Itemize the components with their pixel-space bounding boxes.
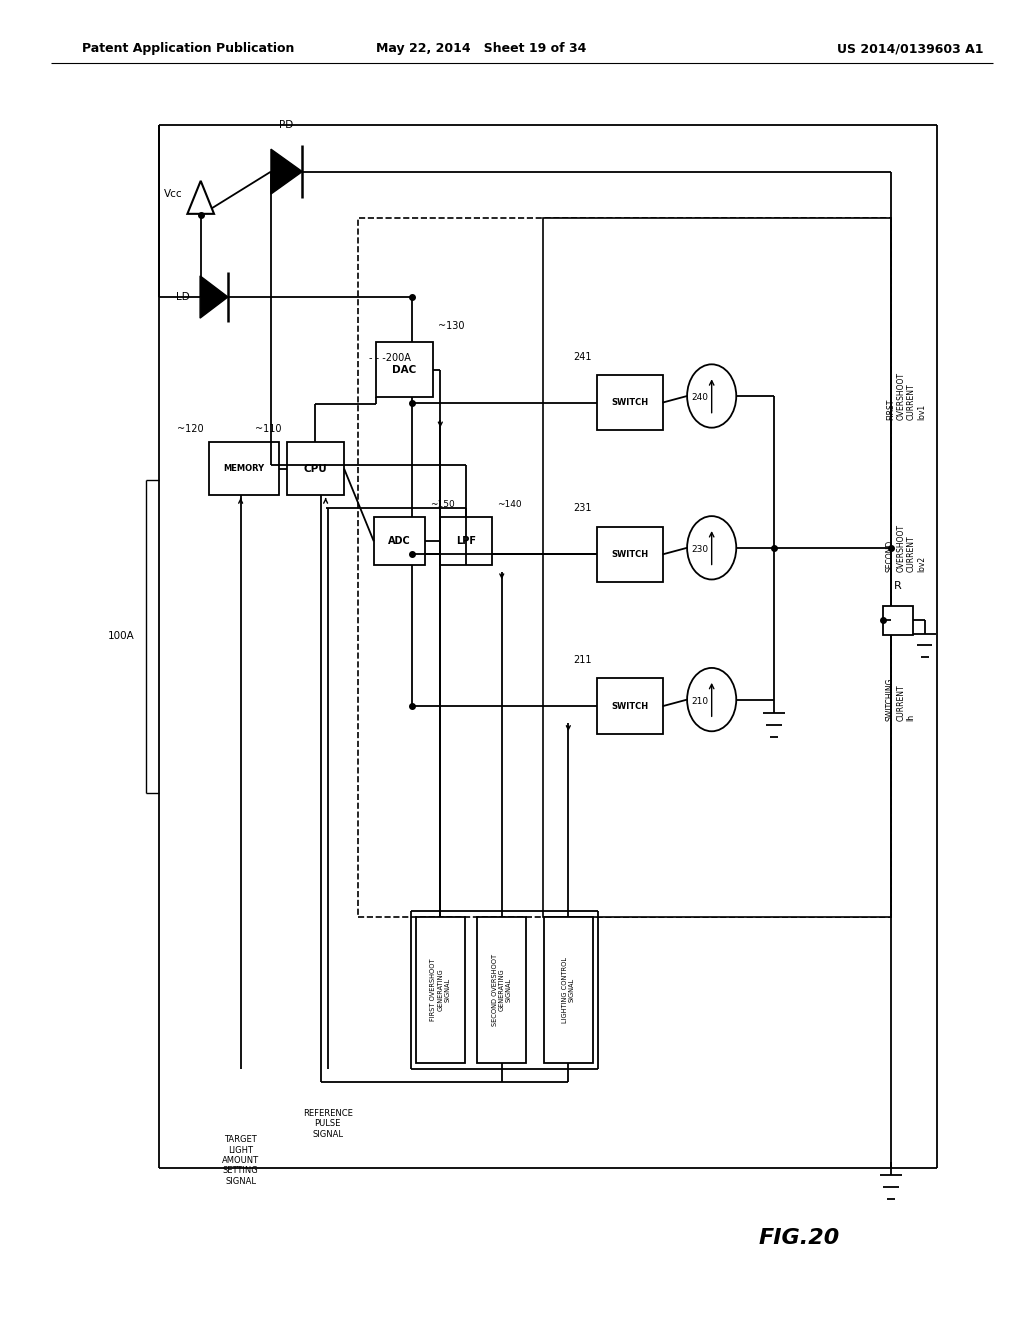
Polygon shape [271,149,302,194]
Circle shape [687,668,736,731]
Text: ~110: ~110 [255,424,282,434]
Text: 241: 241 [573,351,592,362]
Text: 210: 210 [691,697,708,706]
Text: SWITCH: SWITCH [611,399,648,407]
Text: LPF: LPF [456,536,476,546]
Bar [440,517,492,565]
Text: US 2014/0139603 A1: US 2014/0139603 A1 [837,42,983,55]
Bar [543,218,891,917]
Circle shape [687,364,736,428]
Bar [209,442,279,495]
Bar [358,218,891,917]
Bar [376,342,433,397]
Text: PD: PD [280,120,294,131]
Circle shape [687,516,736,579]
Text: SWITCH: SWITCH [611,550,648,558]
Text: 230: 230 [691,545,708,554]
Text: LIGHTING CONTROL
SIGNAL: LIGHTING CONTROL SIGNAL [562,957,574,1023]
Text: SECOND OVERSHOOT
GENERATING
SIGNAL: SECOND OVERSHOOT GENERATING SIGNAL [492,954,512,1026]
Text: May 22, 2014   Sheet 19 of 34: May 22, 2014 Sheet 19 of 34 [376,42,587,55]
Text: DAC: DAC [392,364,417,375]
Text: R: R [894,581,902,591]
Bar [374,517,425,565]
Polygon shape [200,276,228,318]
Text: Vcc: Vcc [164,189,182,199]
Bar [883,606,913,635]
Bar [597,678,663,734]
Bar [287,442,344,495]
Text: ~120: ~120 [177,424,204,434]
Bar [544,917,593,1063]
Text: 211: 211 [573,655,592,665]
Text: ~140: ~140 [497,500,521,508]
Text: Patent Application Publication: Patent Application Publication [82,42,294,55]
Text: FIRST
OVERSHOOT
CURRENT
Iov1: FIRST OVERSHOOT CURRENT Iov1 [886,372,926,420]
Bar [597,375,663,430]
Text: CPU: CPU [303,463,328,474]
Text: LD: LD [176,292,189,302]
Text: SECOND
OVERSHOOT
CURRENT
Iov2: SECOND OVERSHOOT CURRENT Iov2 [886,524,926,572]
Text: ~150: ~150 [430,500,455,508]
Text: SWITCH: SWITCH [611,702,648,710]
Text: MEMORY: MEMORY [223,465,264,473]
Polygon shape [187,181,214,214]
Bar [477,917,526,1063]
Text: SWITCHING
CURRENT
Ih: SWITCHING CURRENT Ih [886,678,915,721]
Text: ADC: ADC [388,536,411,546]
Bar [597,527,663,582]
Text: TARGET
LIGHT
AMOUNT
SETTING
SIGNAL: TARGET LIGHT AMOUNT SETTING SIGNAL [222,1135,259,1185]
Text: FIRST OVERSHOOT
GENERATING
SIGNAL: FIRST OVERSHOOT GENERATING SIGNAL [430,958,451,1022]
Text: 231: 231 [573,503,592,513]
Text: 100A: 100A [108,631,134,642]
Bar [416,917,465,1063]
Text: - - -200A: - - -200A [369,352,411,363]
Text: FIG.20: FIG.20 [758,1228,840,1249]
Text: ~130: ~130 [438,321,465,331]
Text: 240: 240 [691,393,708,403]
Text: REFERENCE
PULSE
SIGNAL: REFERENCE PULSE SIGNAL [303,1109,352,1139]
